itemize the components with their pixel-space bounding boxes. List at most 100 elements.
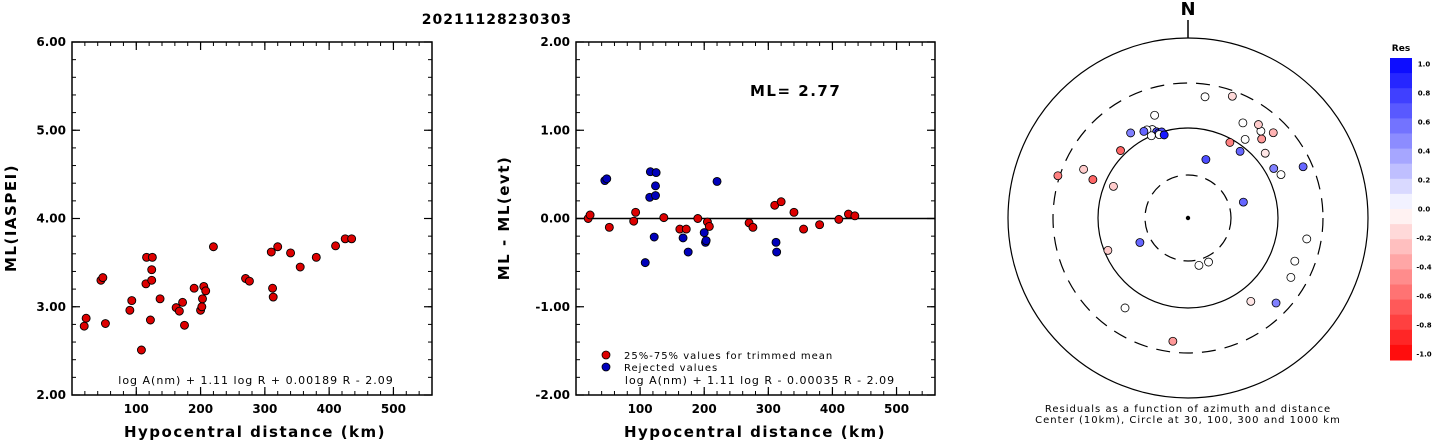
data-point-middle-series-0 xyxy=(776,197,786,207)
data-point-left-series-0 xyxy=(331,241,341,251)
polar-station-point xyxy=(1276,170,1286,180)
y-tick-label-middle: 2.00 xyxy=(540,35,570,49)
x-tick-label-middle: 200 xyxy=(692,402,717,416)
polar-station-point xyxy=(1135,238,1145,247)
colorbar-tick-label: -1.0 xyxy=(1416,351,1431,359)
polar-station-point xyxy=(1194,260,1204,270)
colorbar-tick-label: -0.6 xyxy=(1416,293,1431,301)
colorbar-tick-label: -0.8 xyxy=(1416,322,1431,330)
data-point-middle-series-1 xyxy=(712,176,722,186)
polar-station-point xyxy=(1103,245,1113,255)
polar-station-point xyxy=(1053,171,1063,181)
legend-marker-trimmed xyxy=(601,350,611,360)
data-points-left xyxy=(79,234,357,355)
figure-title: 20211128230303 xyxy=(422,12,572,28)
colorbar-block xyxy=(1390,344,1412,361)
polar-station-point xyxy=(1146,131,1156,141)
data-point-left-series-0 xyxy=(198,294,207,304)
center-dot xyxy=(1185,215,1191,221)
data-point-left-series-0 xyxy=(147,265,157,275)
data-point-middle-series-0 xyxy=(631,207,641,217)
data-point-middle-series-1 xyxy=(602,174,612,184)
panel-polar-residuals: N Residuals as a function of azimuth and… xyxy=(1007,0,1369,426)
circle-300km xyxy=(1052,82,1324,354)
panel-ml-vs-distance: 2.00 3.00 4.00 5.00 6.00 100 200 300 400 500 log … xyxy=(2,35,433,441)
data-point-left-series-0 xyxy=(311,252,321,262)
x-tick-label-middle: 500 xyxy=(884,402,909,416)
polar-station-point xyxy=(1159,130,1169,140)
axis-ticks-middle: -2.00 -1.00 0.00 1.00 2.00 100 200 300 400 500 xyxy=(535,35,935,416)
polar-station-point xyxy=(1268,128,1278,138)
colorbar-tick-label: 0.0 xyxy=(1418,206,1431,214)
data-point-left-series-0 xyxy=(125,305,135,315)
polar-station-point xyxy=(1201,155,1211,164)
colorbar-block xyxy=(1390,239,1412,255)
polar-station-point xyxy=(1260,148,1270,158)
data-point-left-series-0 xyxy=(100,319,110,328)
colorbar-tick-label: 0.6 xyxy=(1418,119,1431,127)
data-point-left-series-0 xyxy=(81,313,91,323)
polar-station-point xyxy=(1088,175,1098,184)
data-point-middle-series-0 xyxy=(704,221,714,231)
data-point-left-series-0 xyxy=(98,273,108,283)
polar-station-point xyxy=(1257,134,1267,144)
colorbar-block xyxy=(1390,163,1412,180)
data-point-left-series-0 xyxy=(136,345,146,355)
data-point-left-series-0 xyxy=(197,302,207,312)
x-tick-label-left: 500 xyxy=(381,402,406,416)
data-point-left-series-0 xyxy=(79,321,89,331)
polar-station-point xyxy=(1227,91,1237,101)
data-point-left-series-0 xyxy=(155,294,165,304)
x-tick-label-middle: 100 xyxy=(628,402,653,416)
data-point-middle-series-1 xyxy=(651,181,660,191)
colorbar-block xyxy=(1390,314,1412,331)
polar-station-point xyxy=(1246,296,1256,306)
data-point-left-series-0 xyxy=(295,262,305,272)
legend-label-rejected: Rejected values xyxy=(624,363,718,374)
colorbar-block xyxy=(1390,133,1412,150)
colorbar-block xyxy=(1390,103,1412,119)
polar-caption-line2: Center (10km), Circle at 30, 100, 300 an… xyxy=(1035,415,1341,426)
data-point-middle-series-1 xyxy=(683,247,693,257)
data-point-middle-series-0 xyxy=(834,214,844,224)
circle-1000km xyxy=(1007,37,1369,399)
colorbar-block xyxy=(1390,178,1412,195)
data-point-middle-series-1 xyxy=(640,258,650,268)
data-point-middle-series-1 xyxy=(699,228,709,238)
y-tick-label-middle: 1.00 xyxy=(540,123,570,137)
colorbar-block xyxy=(1390,284,1412,301)
data-point-middle-series-0 xyxy=(799,224,809,234)
colorbar-block xyxy=(1390,269,1412,285)
colorbar-tick-label: -0.4 xyxy=(1416,264,1431,272)
x-tick-label-left: 100 xyxy=(124,402,149,416)
colorbar-tick-label: 0.4 xyxy=(1418,148,1431,156)
legend-marker-rejected xyxy=(601,362,611,372)
colorbar-block xyxy=(1390,299,1412,316)
colorbar-blocks xyxy=(1390,58,1412,361)
polar-station-point xyxy=(1204,257,1213,267)
data-point-left-series-0 xyxy=(286,248,296,258)
data-points-middle xyxy=(583,167,860,268)
data-point-left-series-0 xyxy=(189,283,199,293)
polar-station-point xyxy=(1298,162,1308,172)
data-point-left-series-0 xyxy=(208,242,218,252)
polar-station-point xyxy=(1290,256,1300,266)
data-point-middle-series-1 xyxy=(771,237,781,247)
x-tick-label-middle: 400 xyxy=(820,402,845,416)
data-point-left-series-0 xyxy=(268,292,278,302)
x-tick-label-middle: 300 xyxy=(756,402,781,416)
colorbar-block xyxy=(1390,118,1412,134)
data-point-middle-series-0 xyxy=(604,222,614,232)
y-tick-label-middle: -2.00 xyxy=(535,388,570,402)
polar-station-point xyxy=(1126,128,1136,138)
polar-station-point xyxy=(1238,118,1248,128)
data-point-left-series-0 xyxy=(147,275,157,285)
circle-30km xyxy=(1144,174,1232,262)
data-point-middle-series-1 xyxy=(772,247,782,257)
colorbar-block xyxy=(1390,209,1412,225)
colorbar-block xyxy=(1390,193,1412,210)
colorbar-title: Res xyxy=(1392,44,1410,54)
colorbar-block xyxy=(1390,224,1412,240)
data-point-left-series-0 xyxy=(266,247,276,257)
